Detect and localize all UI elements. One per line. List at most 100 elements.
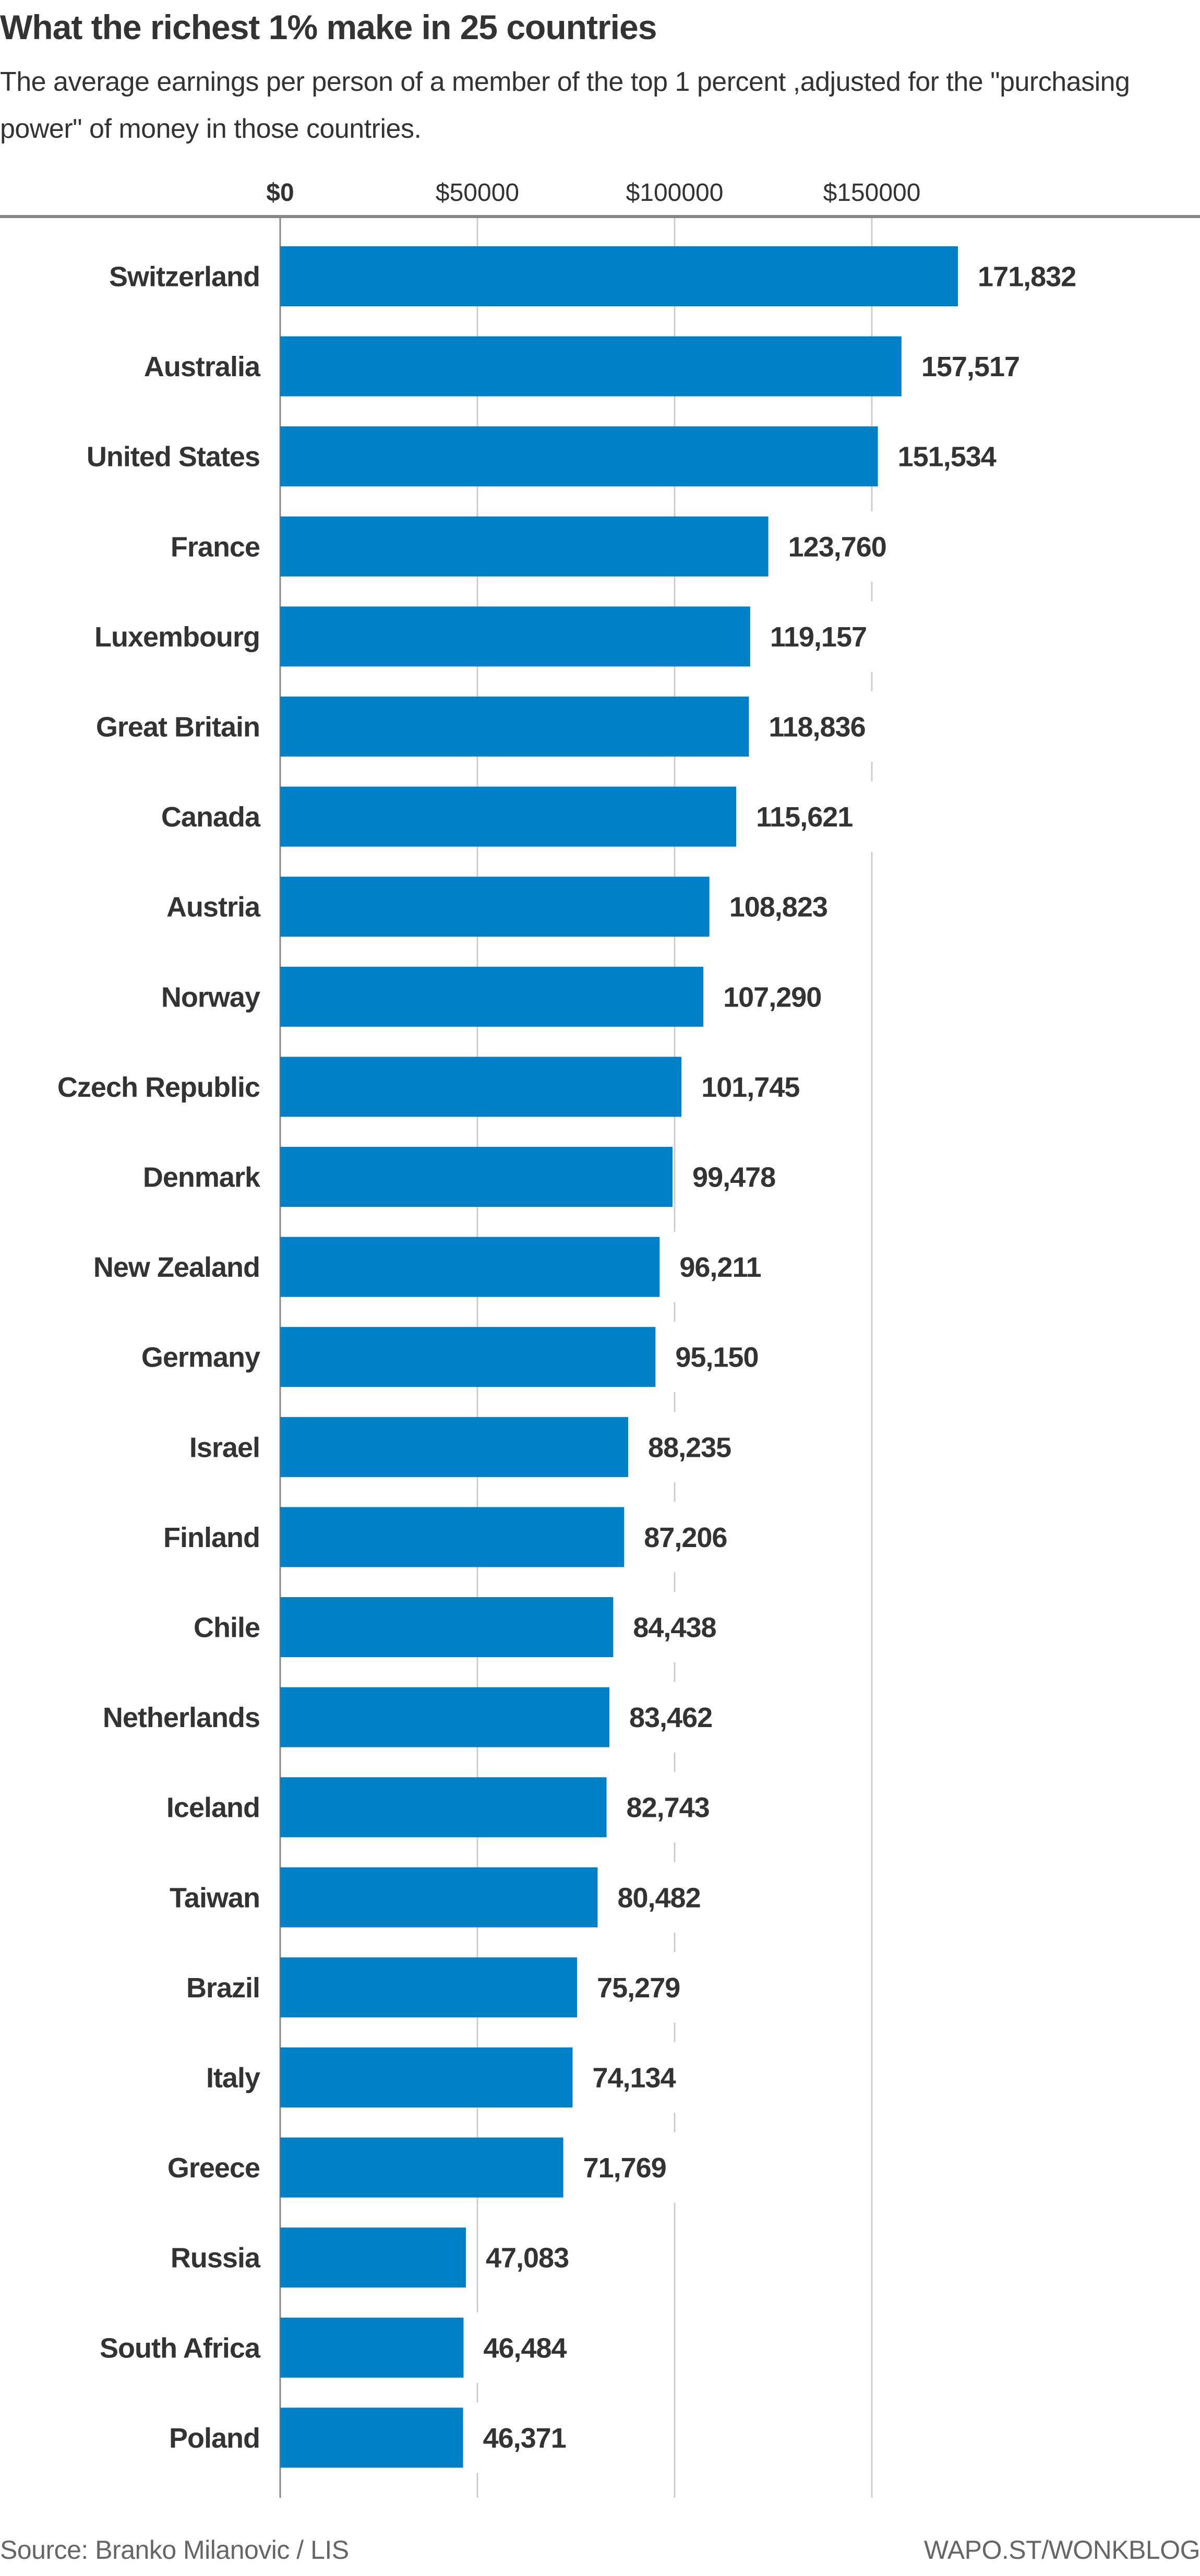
credit-note: WAPO.ST/WONKBLOG [923, 2535, 1200, 2565]
bar [280, 697, 749, 757]
data-label-background [970, 241, 1112, 311]
data-label: 71,769 [583, 2152, 666, 2184]
data-label-background [716, 961, 857, 1032]
data-label-background [610, 1862, 751, 1933]
x-tick-label: $50000 [436, 179, 519, 207]
category-label: Brazil [186, 1972, 260, 2004]
data-label: 87,206 [644, 1522, 727, 1553]
category-label: Czech Republic [57, 1072, 260, 1103]
data-label: 157,517 [921, 351, 1019, 382]
category-label: Taiwan [170, 1882, 260, 1913]
bar [280, 2317, 464, 2378]
data-label-background [621, 1682, 763, 1753]
data-label-background [590, 1952, 731, 2023]
data-label-background [641, 1411, 782, 1482]
data-label-background [619, 1772, 760, 1843]
bar [280, 1237, 660, 1297]
category-label: Austria [166, 892, 261, 923]
data-label-background [637, 1502, 778, 1573]
category-label: Switzerland [109, 261, 260, 293]
bar [280, 1417, 629, 1477]
bar [280, 2227, 466, 2288]
data-label: 75,279 [597, 1972, 680, 2004]
category-label: New Zealand [93, 1252, 260, 1283]
data-label-background [914, 331, 1055, 402]
bar [280, 2047, 573, 2107]
data-label: 171,832 [978, 261, 1076, 293]
data-label-background [722, 871, 863, 942]
data-label: 84,438 [633, 1612, 716, 1644]
data-label-background [585, 2042, 726, 2113]
data-label: 123,760 [788, 531, 886, 562]
category-label: Italy [206, 2063, 260, 2094]
bar [280, 246, 958, 306]
category-label: South Africa [100, 2332, 261, 2364]
category-label: Greece [167, 2152, 260, 2184]
category-label: Israel [189, 1432, 260, 1463]
category-label: Luxembourg [94, 621, 260, 653]
bar [280, 1867, 598, 1927]
bar [280, 1777, 607, 1838]
category-label: Poland [169, 2423, 260, 2454]
bar [280, 966, 704, 1027]
data-label: 118,836 [769, 712, 865, 743]
data-label: 107,290 [723, 981, 821, 1013]
category-label: Netherlands [103, 1702, 260, 1733]
bar [280, 606, 750, 667]
data-label: 83,462 [629, 1702, 712, 1733]
data-label-background [575, 2132, 717, 2203]
chart-subtitle: The average earnings per person of a mem… [0, 67, 1130, 144]
category-label: Norway [161, 981, 260, 1013]
data-label: 46,484 [483, 2332, 567, 2364]
data-label-background [781, 511, 922, 582]
data-label: 101,745 [701, 1072, 799, 1103]
data-label: 151,534 [898, 441, 997, 473]
bar [280, 1507, 625, 1567]
bar [280, 2137, 563, 2198]
data-label-background [890, 421, 1031, 492]
bar [280, 1057, 682, 1117]
data-label: 119,157 [770, 621, 867, 653]
data-label-background [685, 1142, 826, 1212]
category-label: Chile [194, 1612, 260, 1644]
category-label: Australia [144, 351, 261, 382]
data-label: 88,235 [648, 1432, 731, 1463]
data-label: 99,478 [692, 1162, 775, 1193]
data-label-background [749, 781, 890, 852]
data-label-background [626, 1592, 767, 1662]
x-tick-label: $150000 [823, 179, 921, 207]
category-label: Iceland [166, 1792, 260, 1824]
bar [280, 1147, 673, 1207]
data-label: 80,482 [617, 1882, 700, 1913]
data-label-background [476, 2312, 617, 2383]
bar [280, 1957, 578, 2018]
bar [280, 516, 769, 577]
data-label: 95,150 [675, 1342, 758, 1373]
category-label: Finland [163, 1522, 260, 1553]
data-label: 96,211 [679, 1252, 761, 1283]
category-label: Canada [161, 801, 261, 833]
category-label: France [171, 531, 260, 562]
bar [280, 426, 878, 487]
category-label: United States [87, 441, 260, 473]
chart-title: What the richest 1% make in 25 countries [0, 8, 657, 46]
bar [280, 1597, 614, 1657]
category-label: Great Britain [96, 712, 260, 743]
data-label: 82,743 [627, 1792, 710, 1824]
data-label-background [668, 1322, 809, 1393]
data-label: 115,621 [756, 801, 853, 833]
x-tick-label: $0 [266, 179, 294, 207]
data-label-background [761, 691, 903, 762]
data-label-background [478, 2222, 619, 2293]
bar [280, 877, 710, 937]
bar [280, 786, 737, 847]
source-note: Source: Branko Milanovic / LIS [0, 2535, 349, 2565]
x-tick-label: $100000 [626, 179, 724, 207]
data-label-background [694, 1051, 835, 1122]
data-label: 108,823 [729, 892, 827, 923]
category-label: Germany [141, 1342, 260, 1373]
data-label: 74,134 [592, 2063, 676, 2094]
category-label: Russia [171, 2243, 261, 2274]
bar [280, 1687, 609, 1747]
